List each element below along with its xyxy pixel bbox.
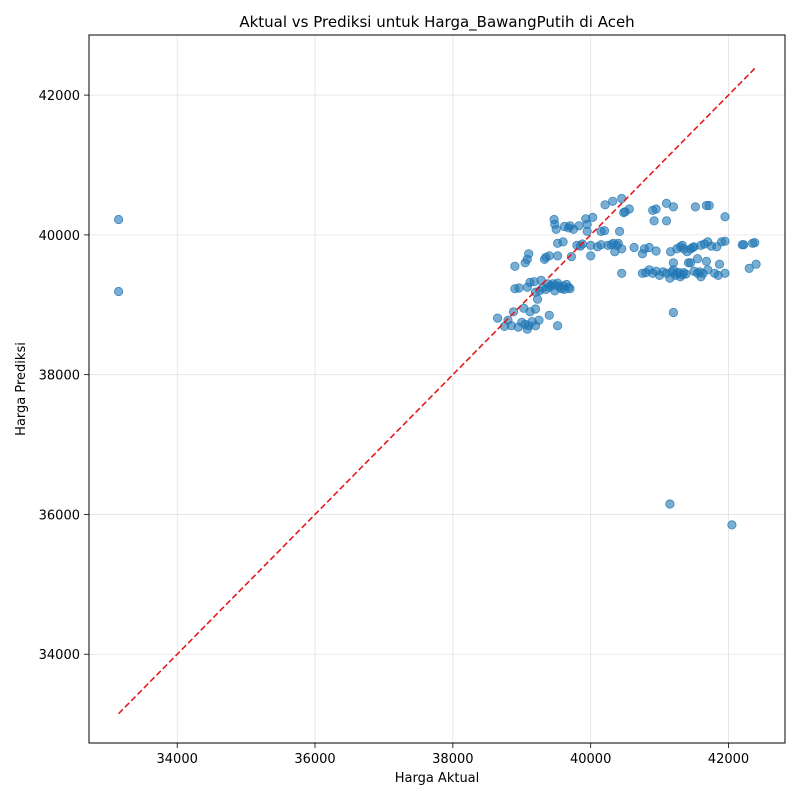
- data-point: [566, 252, 577, 262]
- y-tick-label: 40000: [39, 229, 80, 244]
- data-point: [617, 244, 627, 254]
- data-point: [690, 202, 701, 212]
- y-tick-label: 38000: [39, 369, 80, 384]
- y-tick-label: 42000: [39, 89, 80, 104]
- data-point: [617, 193, 627, 204]
- data-point: [565, 284, 575, 294]
- data-point: [739, 240, 749, 250]
- data-point: [582, 226, 592, 236]
- data-point: [624, 204, 634, 214]
- data-point: [617, 268, 627, 278]
- y-axis: 34000 36000 38000 40000 42000: [39, 89, 89, 663]
- data-point: [727, 520, 737, 530]
- data-point: [668, 202, 679, 212]
- data-point: [750, 238, 760, 248]
- data-point: [599, 226, 610, 236]
- plot-frame: [88, 34, 786, 744]
- data-point: [692, 254, 703, 264]
- data-point: [714, 259, 725, 269]
- x-tick-label: 38000: [432, 752, 473, 767]
- data-point: [524, 249, 534, 259]
- data-point: [681, 269, 691, 279]
- data-point: [651, 204, 661, 214]
- data-point: [608, 196, 618, 206]
- data-point: [661, 216, 672, 226]
- data-points: [114, 193, 761, 530]
- data-point: [720, 212, 730, 222]
- data-point: [514, 283, 524, 293]
- data-point: [704, 200, 714, 211]
- x-axis: 34000 36000 38000 40000 42000: [157, 743, 749, 767]
- data-point: [558, 237, 568, 247]
- y-tick-label: 36000: [39, 508, 80, 523]
- data-point: [649, 216, 659, 226]
- data-point: [668, 307, 679, 318]
- data-point: [492, 313, 503, 323]
- data-point: [510, 261, 520, 271]
- data-point: [530, 304, 541, 314]
- x-tick-label: 34000: [157, 752, 198, 767]
- data-point: [114, 286, 124, 297]
- data-point: [614, 226, 625, 236]
- data-point: [586, 251, 596, 261]
- data-point: [651, 246, 661, 256]
- data-point: [534, 315, 544, 325]
- data-point: [551, 224, 561, 234]
- grid: [89, 35, 785, 743]
- data-point: [552, 251, 563, 261]
- data-point: [544, 310, 554, 320]
- data-point: [720, 268, 730, 278]
- x-axis-label: Harga Aktual: [395, 771, 480, 786]
- data-point: [751, 259, 761, 269]
- data-point: [720, 236, 730, 246]
- chart-title: Aktual vs Prediksi untuk Harga_BawangPut…: [239, 13, 634, 32]
- data-point: [665, 499, 675, 509]
- x-tick-label: 40000: [570, 752, 611, 767]
- data-point: [744, 263, 754, 273]
- data-point: [685, 258, 696, 268]
- data-point: [600, 200, 610, 210]
- x-tick-label: 42000: [708, 752, 749, 767]
- data-point: [552, 321, 563, 331]
- data-point: [588, 212, 598, 222]
- data-point: [532, 294, 543, 304]
- data-point: [544, 251, 554, 261]
- data-point: [574, 221, 584, 231]
- reference-line-group: [118, 66, 757, 715]
- y-tick-label: 34000: [39, 648, 80, 663]
- x-tick-label: 36000: [294, 752, 335, 767]
- data-point: [508, 307, 519, 317]
- data-point: [114, 214, 124, 225]
- data-point: [701, 256, 712, 266]
- data-point: [629, 242, 639, 253]
- data-point: [668, 258, 679, 268]
- y-axis-label: Harga Prediksi: [14, 342, 29, 436]
- reference-line: [118, 66, 757, 715]
